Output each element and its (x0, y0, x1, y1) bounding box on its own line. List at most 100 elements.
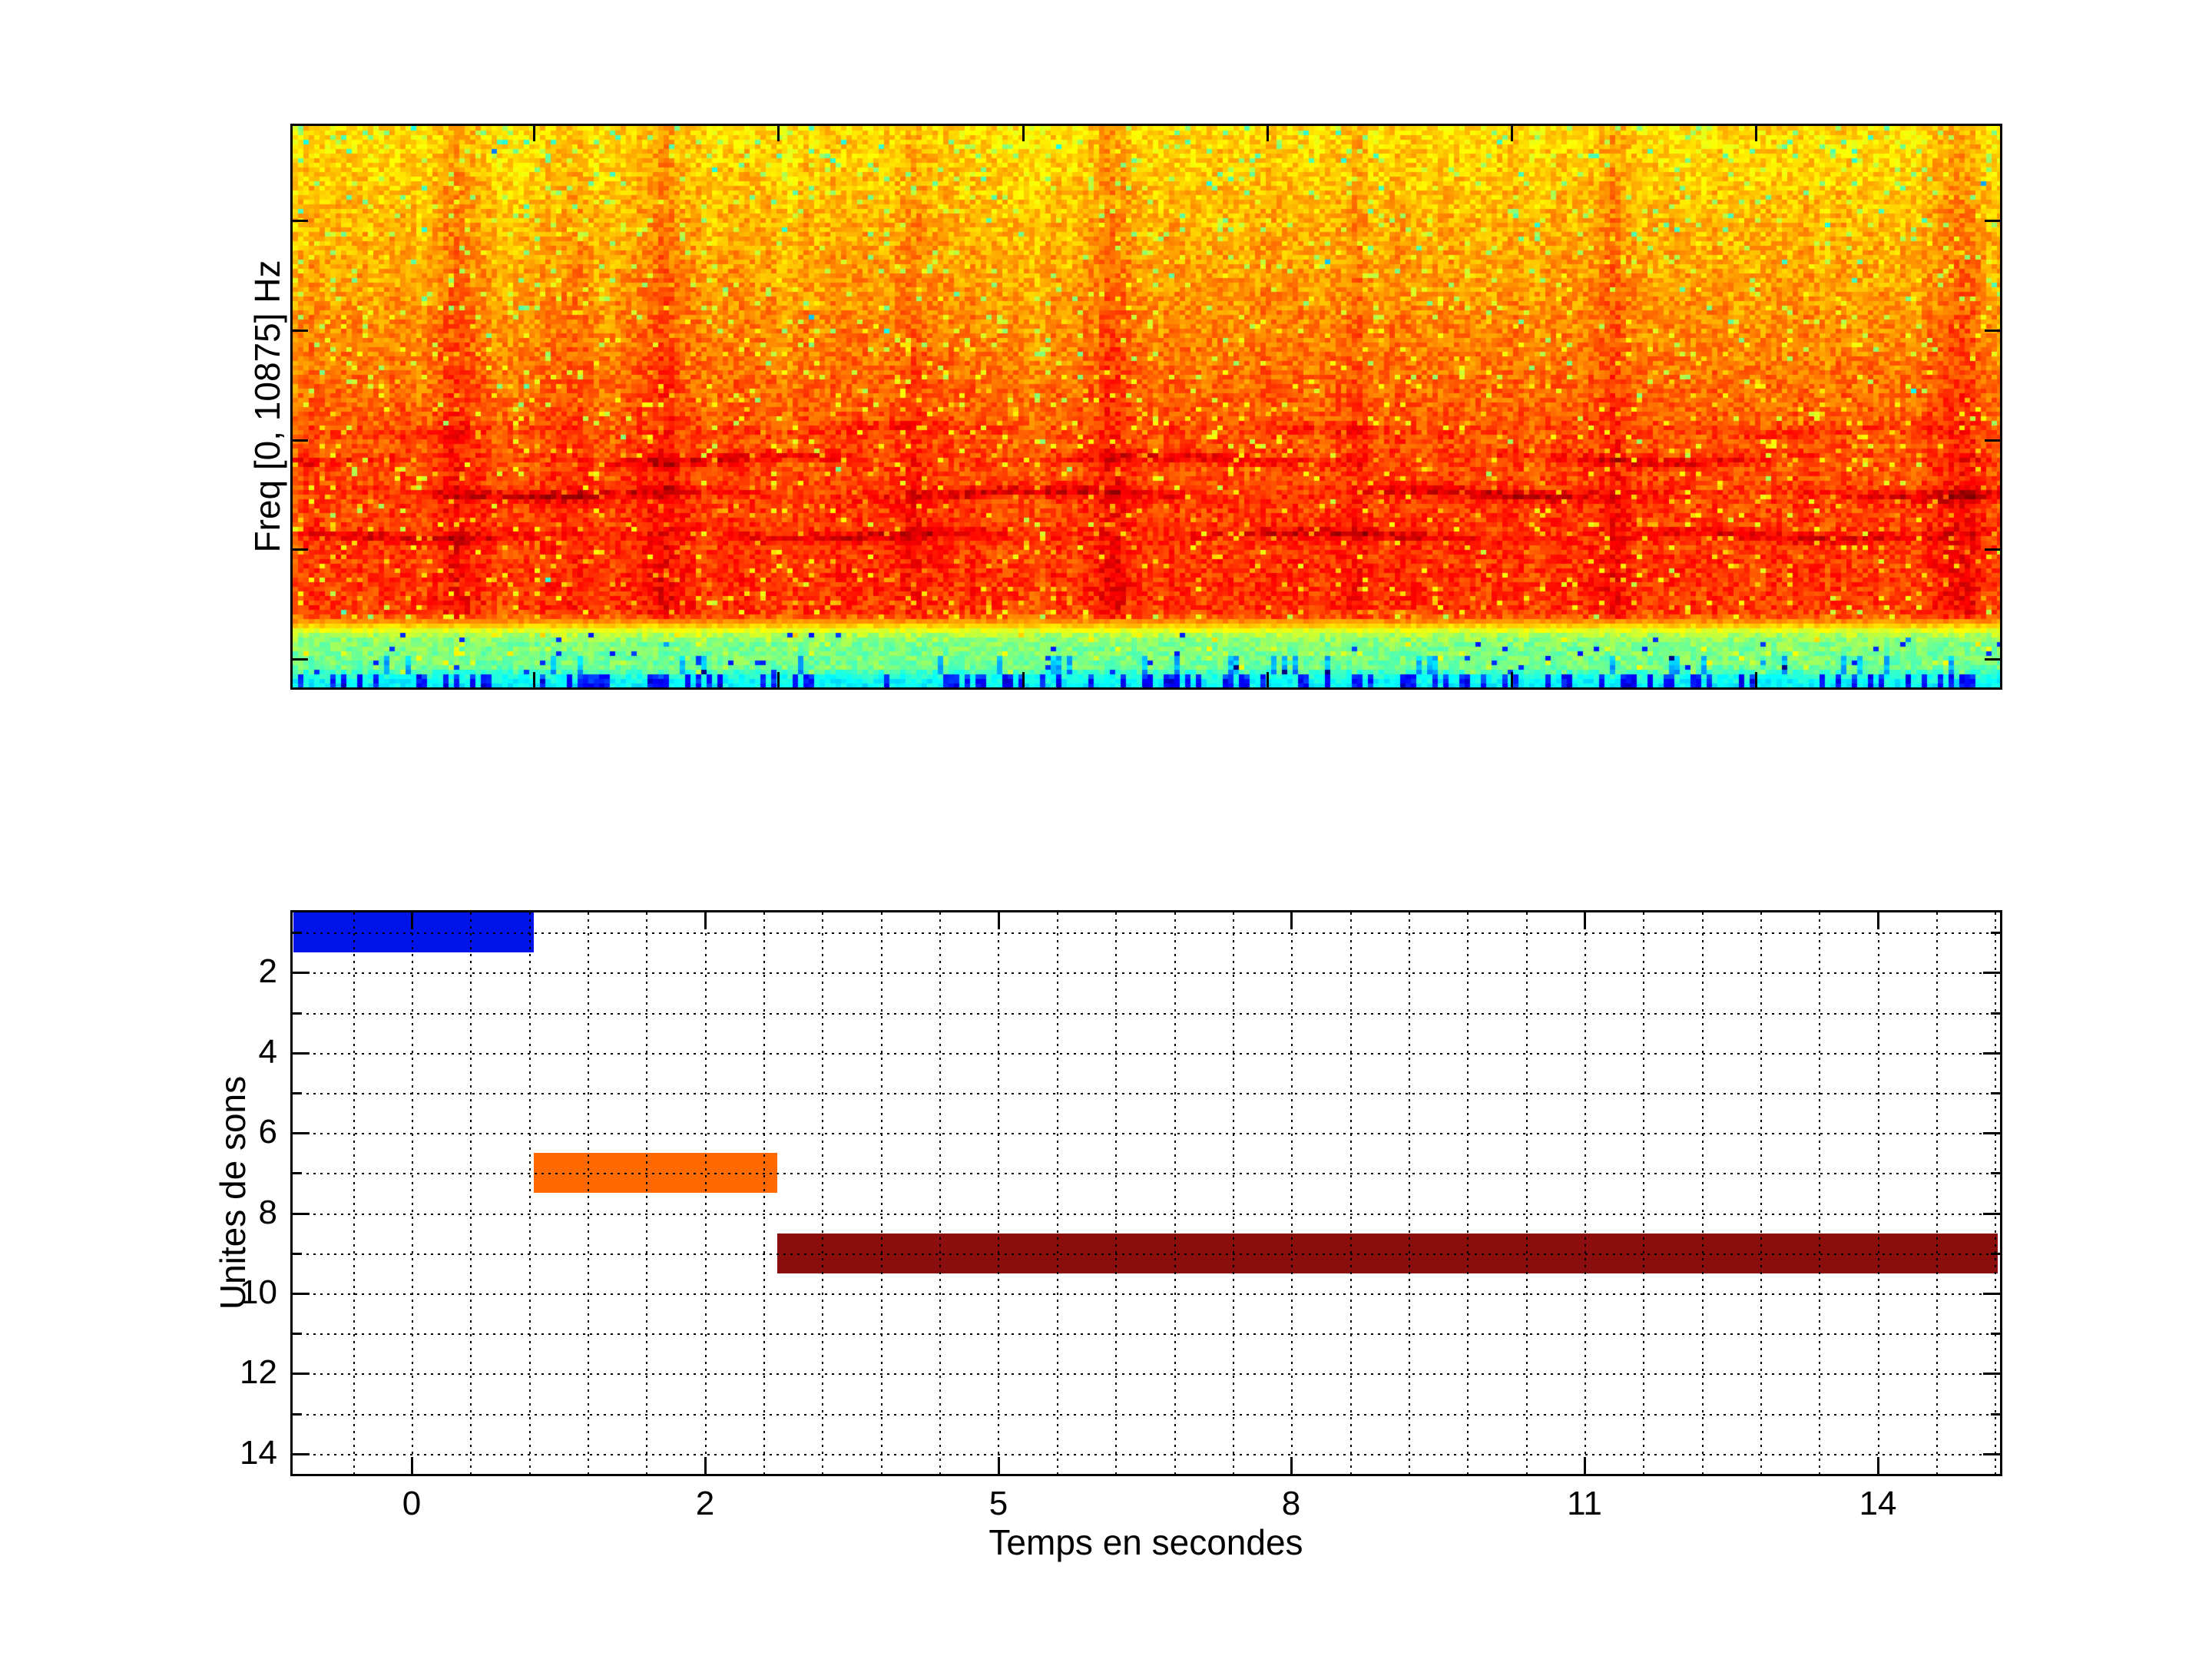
spec-x-tick (533, 672, 535, 687)
y-minor-tick (1991, 1012, 2000, 1015)
grid-line-v (1995, 912, 1996, 1474)
spec-y-tick (1985, 658, 2000, 661)
y-tick (293, 1213, 310, 1215)
grid-line-v (1584, 912, 1586, 1474)
grid-line-v (412, 912, 413, 1474)
grid-line-h (293, 1253, 2000, 1255)
grid-line-h (293, 932, 2000, 934)
x-tick-label: 11 (1567, 1485, 1602, 1522)
x-tick-label: 8 (1281, 1485, 1301, 1522)
grid-line-v (1819, 912, 1820, 1474)
grid-line-v (470, 912, 472, 1474)
x-tick (704, 1457, 707, 1474)
spec-x-tick (777, 672, 780, 687)
x-tick (1290, 1457, 1293, 1474)
spec-y-tick (293, 439, 308, 442)
gantt-panel (290, 910, 2002, 1476)
x-tick (1584, 1457, 1586, 1474)
grid-line-v (705, 912, 707, 1474)
grid-line-v (588, 912, 589, 1474)
x-tick-label: 2 (695, 1485, 715, 1522)
spec-x-tick (1022, 126, 1025, 141)
y-tick (1983, 1373, 2000, 1375)
grid-line-v (1174, 912, 1176, 1474)
y-minor-tick (293, 1253, 302, 1255)
grid-line-h (293, 1293, 2000, 1295)
x-tick (998, 912, 1000, 929)
spectrogram-image (293, 126, 2000, 687)
grid-line-h (293, 1133, 2000, 1134)
grid-line-v (1760, 912, 1762, 1474)
spectrogram-ylabel: Freq [0, 10875] Hz (247, 260, 287, 553)
spec-x-tick (1755, 126, 1757, 141)
y-minor-tick (1991, 1333, 2000, 1335)
y-minor-tick (1991, 1413, 2000, 1416)
grid-line-v (1878, 912, 1879, 1474)
y-tick (293, 1052, 310, 1055)
grid-line-v (353, 912, 355, 1474)
y-minor-tick (1991, 1253, 2000, 1255)
spec-y-tick (293, 329, 308, 332)
x-tick (1584, 912, 1586, 929)
y-tick (1983, 972, 2000, 974)
gantt-xlabel: Temps en secondes (988, 1522, 1303, 1562)
grid-line-v (529, 912, 531, 1474)
y-tick (293, 1373, 310, 1375)
y-tick-label: 6 (258, 1113, 277, 1151)
grid-line-v (1291, 912, 1293, 1474)
grid-line-v (1115, 912, 1117, 1474)
spec-x-tick (1022, 672, 1025, 687)
y-tick-label: 10 (240, 1273, 277, 1311)
x-tick-label: 0 (402, 1485, 422, 1522)
y-minor-tick (293, 1172, 302, 1174)
y-tick-label: 14 (240, 1434, 277, 1472)
y-minor-tick (293, 1333, 302, 1335)
x-tick (411, 912, 413, 929)
grid-line-h (293, 1013, 2000, 1015)
spec-y-tick (1985, 439, 2000, 442)
y-tick-label: 2 (258, 952, 277, 990)
y-tick (1983, 1453, 2000, 1455)
spec-y-tick (1985, 329, 2000, 332)
x-tick (998, 1457, 1000, 1474)
x-tick-label: 14 (1859, 1485, 1897, 1522)
grid-line-v (1643, 912, 1644, 1474)
spec-y-tick (1985, 220, 2000, 222)
grid-line-v (1467, 912, 1469, 1474)
y-tick (1983, 1132, 2000, 1134)
y-tick (1983, 1213, 2000, 1215)
grid-line-v (822, 912, 823, 1474)
grid-line-h (293, 1373, 2000, 1375)
x-tick (704, 912, 707, 929)
spec-x-tick (1755, 672, 1757, 687)
x-tick (1877, 912, 1879, 929)
x-tick (1877, 1457, 1879, 1474)
y-minor-tick (1991, 1172, 2000, 1174)
y-tick-label: 12 (240, 1353, 277, 1391)
grid-line-v (646, 912, 647, 1474)
spec-x-tick (1267, 672, 1269, 687)
y-tick-label: 8 (258, 1194, 277, 1231)
grid-line-h (293, 1214, 2000, 1215)
spec-y-tick (293, 658, 308, 661)
grid-line-h (293, 1093, 2000, 1094)
grid-line-v (881, 912, 882, 1474)
spectrogram-panel (290, 124, 2002, 690)
x-tick (1290, 912, 1293, 929)
spec-x-tick (533, 126, 535, 141)
grid-line-h (293, 1173, 2000, 1174)
grid-line-h (293, 972, 2000, 974)
spec-x-tick (1511, 126, 1513, 141)
grid-line-h (293, 1053, 2000, 1055)
grid-line-v (1350, 912, 1352, 1474)
grid-line-v (1936, 912, 1938, 1474)
grid-line-v (1233, 912, 1234, 1474)
y-minor-tick (293, 932, 302, 934)
y-tick (293, 1293, 310, 1295)
grid-line-v (1526, 912, 1528, 1474)
y-tick (293, 1132, 310, 1134)
spec-y-tick (293, 220, 308, 222)
grid-line-h (293, 1414, 2000, 1416)
y-tick (1983, 1052, 2000, 1055)
